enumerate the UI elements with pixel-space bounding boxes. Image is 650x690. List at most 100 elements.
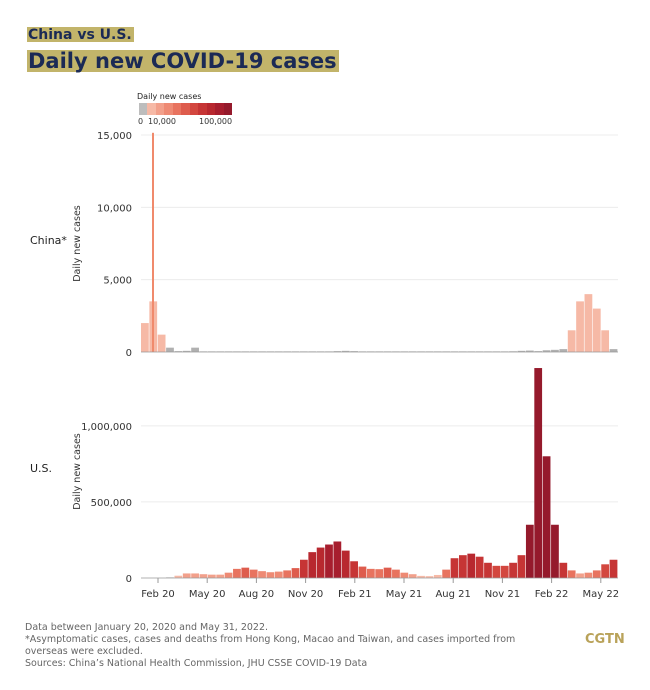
bar: [534, 351, 543, 352]
legend-swatch: [181, 103, 190, 115]
bar: [542, 350, 551, 352]
legend-swatch: [172, 103, 182, 115]
bar: [467, 553, 476, 578]
bar: [182, 350, 191, 352]
bar: [157, 334, 166, 352]
panel-label: U.S.: [30, 462, 52, 475]
footnote-line: Sources: China’s National Health Commiss…: [25, 658, 368, 669]
y-tick-label: 10,000: [97, 203, 132, 214]
bar: [141, 323, 149, 352]
bar: [525, 524, 534, 578]
spike-bar: [152, 132, 154, 352]
legend-swatch: [155, 103, 165, 115]
bar: [166, 347, 174, 352]
bar: [576, 573, 584, 578]
footnote: Data between January 20, 2020 and May 31…: [25, 622, 545, 670]
bar: [341, 350, 350, 352]
subtitle: China vs U.S.: [27, 27, 134, 43]
legend-tick: 0: [138, 117, 144, 126]
y-tick-label: 0: [126, 348, 132, 359]
bar: [350, 351, 358, 352]
bar: [459, 555, 467, 578]
y-axis-title: Daily new cases: [72, 205, 83, 282]
bar: [525, 350, 534, 352]
legend-swatch: [206, 103, 216, 115]
bar: [442, 569, 451, 578]
bar: [300, 559, 308, 578]
bar: [333, 351, 342, 352]
legend-tick: 10,000: [148, 117, 176, 126]
legend-tick: 100,000: [199, 117, 233, 126]
bar: [517, 555, 526, 578]
bar: [333, 541, 342, 578]
bar: [224, 572, 233, 578]
bar: [191, 347, 199, 352]
bar: [567, 570, 576, 578]
bar: [258, 571, 266, 578]
bar: [325, 544, 333, 578]
legend-title: Daily new cases: [137, 92, 202, 101]
bar: [358, 566, 367, 578]
bar: [283, 570, 292, 578]
bar: [207, 574, 216, 578]
bar: [576, 301, 584, 352]
bar: [609, 559, 618, 578]
bar: [534, 368, 543, 578]
bar: [199, 574, 208, 578]
bar: [366, 568, 375, 578]
legend-swatch: [223, 103, 232, 115]
bar: [291, 568, 300, 578]
bar: [216, 574, 225, 578]
x-tick-label: May 22: [583, 589, 620, 600]
bar: [425, 576, 434, 578]
bar: [341, 550, 350, 578]
bar: [551, 349, 559, 352]
legend-swatch: [139, 103, 148, 115]
bar: [592, 570, 601, 578]
bar: [601, 564, 610, 578]
bar: [316, 547, 325, 578]
bar: [249, 569, 258, 578]
x-tick-label: May 21: [386, 589, 423, 600]
bar: [484, 562, 492, 578]
bar: [241, 567, 250, 578]
x-tick-label: Aug 21: [435, 589, 470, 600]
bar: [174, 351, 183, 352]
bar: [191, 573, 199, 578]
bar: [475, 556, 484, 578]
x-tick-label: Nov 20: [288, 589, 323, 600]
x-tick-label: Aug 20: [239, 589, 274, 600]
bar: [559, 562, 568, 578]
bar: [308, 552, 317, 578]
bar: [174, 575, 183, 578]
bar: [500, 565, 509, 578]
bar: [567, 330, 576, 352]
bar: [592, 308, 601, 352]
bar: [609, 349, 618, 352]
y-axis-title: Daily new cases: [72, 433, 83, 510]
page-title: Daily new COVID-19 cases: [27, 49, 339, 73]
bar: [383, 567, 392, 578]
legend-swatch: [147, 103, 156, 115]
panel-label: China*: [30, 234, 67, 247]
x-tick-label: May 20: [189, 589, 226, 600]
legend-swatch: [215, 103, 224, 115]
bar: [417, 575, 425, 578]
x-tick-label: Feb 20: [141, 589, 175, 600]
bar: [433, 574, 442, 578]
bar: [492, 565, 501, 578]
bar: [350, 561, 358, 578]
x-tick-label: Feb 22: [535, 589, 569, 600]
bar: [517, 350, 526, 352]
color-legend: [139, 103, 232, 115]
bar: [408, 574, 417, 578]
bar: [274, 571, 283, 578]
footnote-line: Data between January 20, 2020 and May 31…: [25, 622, 269, 633]
bar: [375, 569, 384, 578]
x-tick-label: Nov 21: [485, 589, 520, 600]
bar: [266, 572, 275, 578]
legend-swatch: [164, 103, 173, 115]
y-tick-label: 1,000,000: [81, 422, 132, 433]
bar: [392, 569, 400, 578]
